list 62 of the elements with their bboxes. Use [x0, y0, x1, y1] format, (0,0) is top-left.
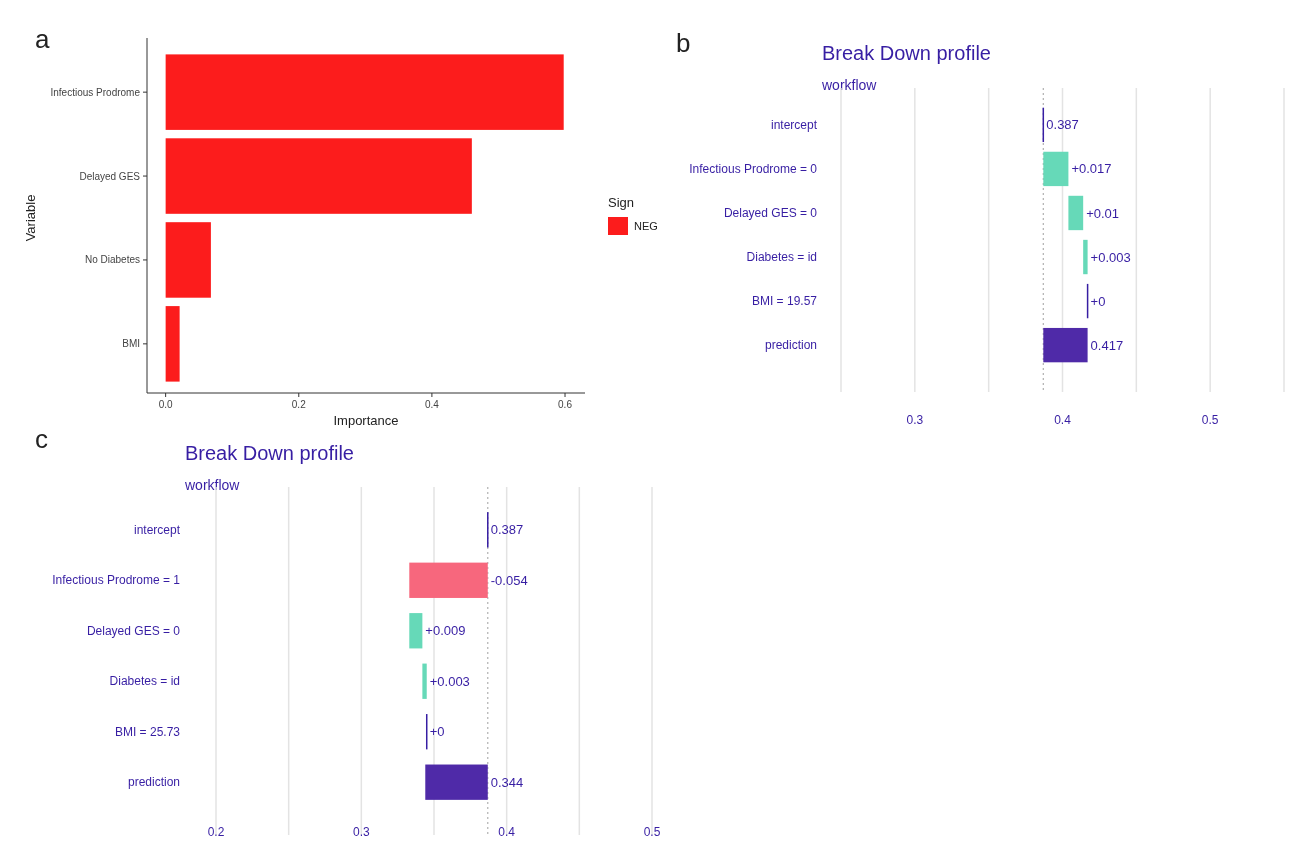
x-tick-label: 0.5: [1201, 413, 1219, 427]
bar: [165, 222, 211, 298]
bar: [409, 562, 488, 598]
y-tick-label: Infectious Prodrome: [50, 86, 141, 98]
x-tick-label: 0.3: [352, 825, 370, 839]
y-tick-label: intercept: [770, 118, 818, 133]
x-tick-label: 0.3: [906, 413, 924, 427]
chart-subtitle: workflow: [821, 77, 878, 93]
y-tick-label: Diabetes = id: [109, 674, 180, 689]
text: b: [676, 28, 691, 58]
text: c: [35, 424, 48, 454]
y-tick-label: BMI: [122, 338, 140, 350]
y-tick-label: Delayed GES: [79, 170, 141, 182]
x-tick-label: 0.2: [291, 399, 307, 410]
bar: [165, 306, 180, 382]
y-tick-label: BMI = 19.57: [751, 294, 818, 309]
bar: [1043, 327, 1088, 363]
data-label: +0.003: [1090, 249, 1131, 265]
x-tick-label: 0.2: [207, 825, 225, 839]
data-label: 0.417: [1090, 337, 1124, 353]
bar: [409, 613, 423, 649]
y-tick-label: intercept: [133, 523, 181, 538]
y-tick-label: Delayed GES = 0: [723, 206, 818, 221]
chart-title: Break Down profile: [822, 42, 991, 64]
y-tick-label: Infectious Prodrome = 1: [52, 573, 181, 588]
data-label: 0.387: [1046, 117, 1079, 133]
y-tick-label: prediction: [127, 775, 180, 790]
chart-subtitle: workflow: [184, 477, 241, 493]
bar: [165, 138, 472, 214]
data-label: +0: [1090, 293, 1106, 309]
data-label: -0.054: [490, 572, 528, 588]
x-tick-label: 0.6: [558, 399, 573, 410]
x-tick-label: 0.4: [424, 399, 440, 410]
data-label: 0.344: [490, 774, 524, 790]
data-label: +0.01: [1086, 205, 1120, 221]
data-label: +0.003: [429, 673, 470, 689]
data-label: 0.387: [490, 522, 524, 538]
chart-title: Break Down profile: [185, 442, 354, 464]
bar: [1068, 195, 1084, 231]
data-label: +0: [429, 724, 445, 740]
x-tick-label: 0.4: [1054, 413, 1072, 427]
y-tick-label: Diabetes = id: [746, 250, 817, 265]
text: a: [35, 24, 50, 54]
bar: [425, 764, 488, 800]
data-label: +0.009: [425, 623, 466, 639]
x-tick-label: 0.0: [158, 399, 174, 410]
x-tick-label: 0.4: [498, 825, 516, 839]
y-tick-label: prediction: [764, 338, 817, 353]
data-label: +0.017: [1071, 161, 1112, 177]
x-tick-label: 0.5: [643, 825, 661, 839]
bar: [1083, 239, 1088, 275]
bar: [422, 663, 427, 699]
y-tick-label: BMI = 25.73: [114, 724, 181, 739]
bar: [165, 54, 564, 130]
legend-title: Sign: [608, 195, 635, 210]
y-tick-label: Infectious Prodrome = 0: [689, 162, 818, 177]
y-axis-title: Variable: [23, 194, 38, 242]
y-tick-label: Delayed GES = 0: [86, 623, 181, 638]
y-tick-label: No Diabetes: [84, 254, 140, 266]
legend-label: NEG: [634, 219, 658, 232]
bar: [1043, 151, 1069, 187]
x-axis-title: Importance: [333, 413, 399, 428]
